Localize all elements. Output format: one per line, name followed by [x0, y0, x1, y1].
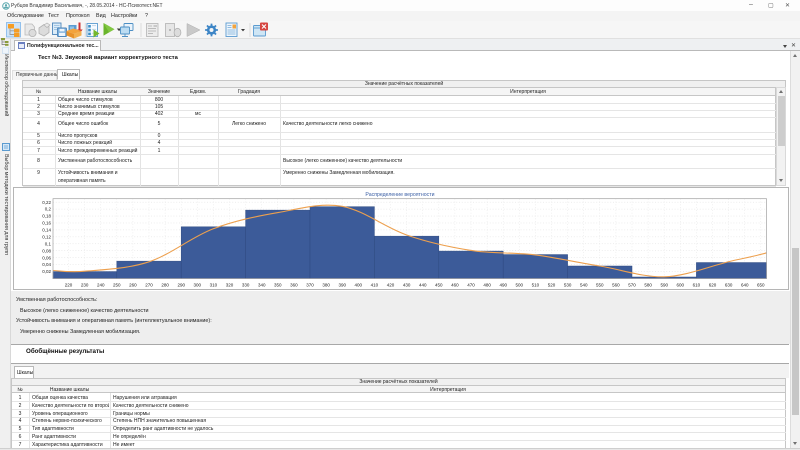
- svg-text:440: 440: [419, 283, 427, 288]
- svg-text:580: 580: [644, 283, 652, 288]
- svg-text:0,22: 0,22: [42, 200, 51, 205]
- svg-text:640: 640: [741, 283, 749, 288]
- svg-text:0,04: 0,04: [42, 262, 51, 267]
- svg-text:0,02: 0,02: [42, 269, 51, 274]
- svg-text:340: 340: [258, 283, 266, 288]
- svg-text:590: 590: [660, 283, 668, 288]
- svg-text:290: 290: [177, 283, 185, 288]
- svg-text:300: 300: [194, 283, 202, 288]
- svg-text:360: 360: [290, 283, 298, 288]
- svg-text:0,08: 0,08: [42, 248, 51, 253]
- svg-text:420: 420: [387, 283, 395, 288]
- svg-text:570: 570: [628, 283, 636, 288]
- svg-text:0,18: 0,18: [42, 214, 51, 219]
- svg-text:0,06: 0,06: [42, 255, 51, 260]
- svg-text:0,12: 0,12: [42, 234, 51, 239]
- svg-text:0,2: 0,2: [45, 207, 52, 212]
- svg-text:480: 480: [483, 283, 491, 288]
- svg-text:470: 470: [467, 283, 475, 288]
- svg-text:490: 490: [499, 283, 507, 288]
- svg-text:520: 520: [548, 283, 556, 288]
- svg-text:230: 230: [81, 283, 89, 288]
- svg-text:280: 280: [161, 283, 169, 288]
- svg-text:0,14: 0,14: [42, 228, 51, 233]
- svg-text:400: 400: [355, 283, 363, 288]
- svg-text:450: 450: [435, 283, 443, 288]
- svg-text:500: 500: [516, 283, 524, 288]
- svg-text:220: 220: [65, 283, 73, 288]
- svg-text:380: 380: [322, 283, 330, 288]
- svg-text:430: 430: [403, 283, 411, 288]
- svg-text:600: 600: [677, 283, 685, 288]
- svg-text:540: 540: [580, 283, 588, 288]
- svg-text:630: 630: [725, 283, 733, 288]
- svg-text:620: 620: [709, 283, 717, 288]
- svg-text:460: 460: [451, 283, 459, 288]
- svg-text:Распределение вероятности: Распределение вероятности: [365, 192, 434, 198]
- svg-text:370: 370: [306, 283, 314, 288]
- svg-text:510: 510: [532, 283, 540, 288]
- svg-text:560: 560: [612, 283, 620, 288]
- svg-text:550: 550: [596, 283, 604, 288]
- svg-text:0,1: 0,1: [45, 241, 52, 246]
- svg-text:390: 390: [338, 283, 346, 288]
- svg-text:260: 260: [129, 283, 137, 288]
- svg-text:270: 270: [145, 283, 153, 288]
- svg-text:250: 250: [113, 283, 121, 288]
- svg-text:610: 610: [693, 283, 701, 288]
- svg-text:240: 240: [97, 283, 105, 288]
- svg-text:310: 310: [210, 283, 218, 288]
- svg-text:650: 650: [757, 283, 765, 288]
- svg-text:330: 330: [242, 283, 250, 288]
- svg-text:0,16: 0,16: [42, 221, 51, 226]
- svg-text:350: 350: [274, 283, 282, 288]
- svg-text:320: 320: [226, 283, 234, 288]
- svg-text:410: 410: [371, 283, 379, 288]
- svg-text:530: 530: [564, 283, 572, 288]
